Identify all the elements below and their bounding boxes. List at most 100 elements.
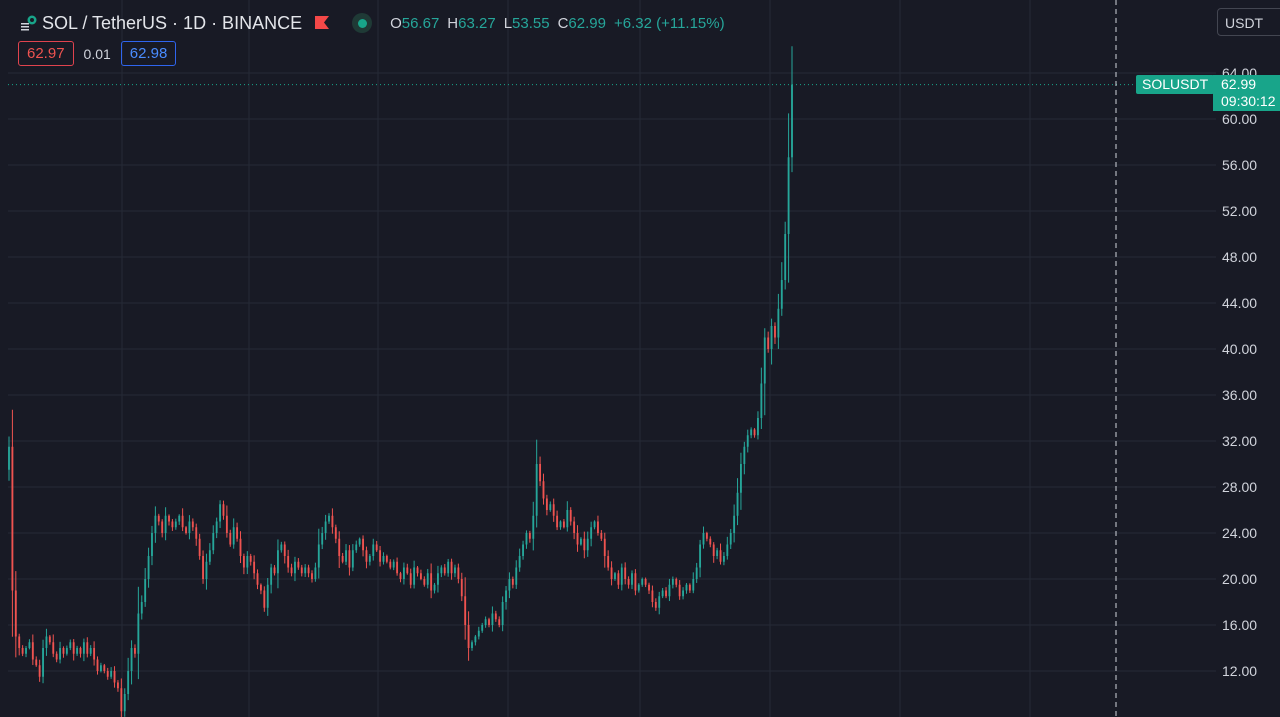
candle-body <box>525 533 528 545</box>
candle-body <box>576 533 579 545</box>
candle-body <box>406 567 409 574</box>
candle-body <box>644 579 647 585</box>
candle-body <box>593 521 596 528</box>
candle <box>641 577 644 587</box>
candle <box>392 559 395 571</box>
candle-body <box>42 648 44 677</box>
candle <box>505 586 507 610</box>
candle <box>389 559 392 570</box>
candle-body <box>396 561 399 574</box>
candle <box>348 545 351 576</box>
candle-body <box>719 550 722 562</box>
candle-body <box>117 682 119 689</box>
candle <box>699 539 702 578</box>
candle <box>695 562 698 583</box>
candle-body <box>617 573 620 585</box>
candle-body <box>45 636 48 648</box>
candle <box>324 514 327 540</box>
candle <box>610 561 613 586</box>
candle <box>236 522 239 542</box>
candle <box>72 639 75 661</box>
candle <box>8 436 10 481</box>
candle-body <box>767 337 770 349</box>
candle-body <box>780 280 783 309</box>
candle <box>103 663 106 674</box>
currency-button[interactable]: USDT <box>1217 8 1280 36</box>
candle <box>654 598 657 611</box>
candle-body <box>702 533 705 545</box>
candle <box>382 552 385 565</box>
candle <box>471 640 473 651</box>
candle-body <box>106 671 109 677</box>
candle <box>753 428 756 438</box>
candle <box>542 473 545 505</box>
candle-body <box>59 648 62 660</box>
candle <box>443 564 446 576</box>
sell-price-box[interactable]: 62.97 <box>18 41 74 66</box>
y-tick-label: 40.00 <box>1222 341 1258 357</box>
candle <box>576 525 579 552</box>
candle-body <box>103 665 106 671</box>
candle <box>130 640 133 685</box>
candle-body <box>522 544 524 556</box>
candle <box>508 572 511 599</box>
candle <box>232 518 235 549</box>
candle <box>45 628 48 656</box>
candle-body <box>484 619 487 625</box>
candle <box>457 563 460 584</box>
candle-body <box>777 308 780 338</box>
candle-body <box>127 671 130 694</box>
candle <box>157 513 160 526</box>
candle <box>52 634 55 658</box>
candle <box>171 519 174 531</box>
candle <box>402 562 405 585</box>
candle-body <box>532 515 535 539</box>
candle <box>273 565 276 576</box>
symbol-title[interactable]: SOL / TetherUS · 1D · BINANCE <box>42 12 303 33</box>
menu-icon[interactable] <box>20 14 38 32</box>
candle <box>314 562 317 582</box>
candle <box>297 558 300 570</box>
candle <box>110 667 113 679</box>
candle <box>692 572 695 594</box>
candle-body <box>528 533 531 539</box>
candle <box>253 555 256 580</box>
candle-body <box>511 579 514 585</box>
candle <box>600 530 603 541</box>
candle-body <box>552 504 555 516</box>
candle <box>283 541 286 564</box>
candle-body <box>110 671 113 677</box>
flag-icon[interactable] <box>314 15 330 31</box>
candle <box>28 639 31 650</box>
candle-body <box>763 337 766 384</box>
candle <box>665 587 667 599</box>
candle-body <box>464 596 467 625</box>
y-tick-label: 16.00 <box>1222 617 1258 633</box>
candle <box>709 536 712 548</box>
candle <box>549 501 552 512</box>
open-value: 56.67 <box>401 14 440 32</box>
buy-price-box[interactable]: 62.98 <box>120 41 177 66</box>
candle-body <box>365 550 368 562</box>
candle-body <box>212 533 215 551</box>
ohlc-values: O56.67 H63.27 L53.55 C62.99 +6.32 (+11.1… <box>390 15 725 32</box>
candle <box>259 583 262 595</box>
candle-body <box>225 515 228 533</box>
candle <box>358 537 361 547</box>
candle-body <box>130 648 133 671</box>
candle-body <box>481 625 484 631</box>
candle-body <box>202 556 204 579</box>
close-value: 62.99 <box>568 14 606 32</box>
candle <box>246 551 249 575</box>
candle-body <box>488 619 490 625</box>
candle <box>328 513 330 524</box>
candle <box>341 552 344 564</box>
y-tick-label: 36.00 <box>1222 387 1258 403</box>
candle <box>294 556 296 582</box>
candle <box>416 565 419 577</box>
candle <box>590 521 593 547</box>
candle <box>440 565 443 578</box>
candle-body <box>379 550 382 562</box>
candle <box>25 646 27 658</box>
